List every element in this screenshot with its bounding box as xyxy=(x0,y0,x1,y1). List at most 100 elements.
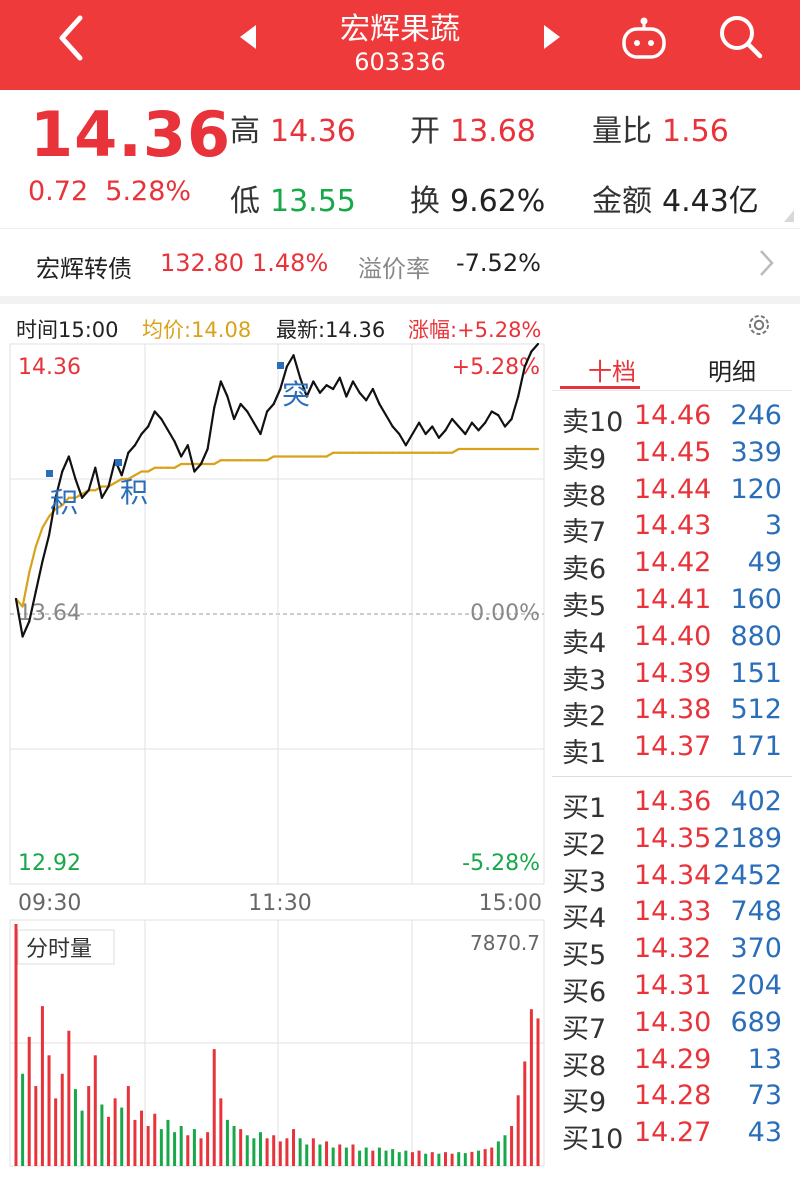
volume-title: 分时量 xyxy=(26,937,92,962)
volume-ratio-value: 1.56 xyxy=(662,114,729,149)
volume-bar xyxy=(166,1119,170,1166)
price-line-segment xyxy=(371,387,381,406)
bid-row[interactable]: 买1 14.36 402 xyxy=(552,786,792,824)
volume-bar xyxy=(133,1119,137,1166)
bid-row[interactable]: 买9 14.28 73 xyxy=(552,1080,792,1118)
ask-row[interactable]: 卖2 14.38 512 xyxy=(552,694,792,732)
bid-level-label: 买6 xyxy=(562,977,607,1008)
price-line-segment xyxy=(133,432,143,447)
bid-level-label: 买8 xyxy=(562,1050,607,1082)
price-line-segment xyxy=(338,376,348,398)
bond-pct: 1.48% xyxy=(252,249,329,277)
volume-bar xyxy=(140,1110,144,1166)
ask-level-label: 卖9 xyxy=(562,443,607,475)
chevron-right-icon[interactable] xyxy=(756,247,776,285)
avg-line-segment xyxy=(28,545,37,574)
ask-volume: 3 xyxy=(764,510,782,542)
price-line-segment xyxy=(332,376,341,391)
price-line-segment xyxy=(80,489,90,499)
ask-row[interactable]: 卖5 14.41 160 xyxy=(552,584,792,622)
bid-volume: 370 xyxy=(730,933,782,965)
price-line-segment xyxy=(213,380,222,409)
tab-ten-levels[interactable]: 十档 xyxy=(588,358,636,386)
bid-row[interactable]: 买8 14.29 13 xyxy=(552,1044,792,1082)
price-line-segment xyxy=(120,451,130,477)
volume-bar xyxy=(27,1036,31,1166)
price-line-segment xyxy=(292,354,302,379)
avg-line-segment xyxy=(41,515,51,529)
high-item: 高 14.36 xyxy=(230,106,356,150)
pattern-markers: 积 积 突 xyxy=(46,362,310,519)
back-icon[interactable] xyxy=(52,12,92,64)
ask-row[interactable]: 卖3 14.39 151 xyxy=(552,658,792,696)
tab-details[interactable]: 明细 xyxy=(708,358,756,386)
convertible-bond-row[interactable]: 宏辉转债 132.80 1.48% 溢价率 -7.52% xyxy=(0,228,800,297)
avg-line-segment xyxy=(265,455,275,462)
ask-row[interactable]: 卖8 14.44 120 xyxy=(552,474,792,512)
bid-price: 14.36 xyxy=(634,786,712,817)
volume-bar xyxy=(126,1086,130,1166)
x-label-start: 09:30 xyxy=(18,891,81,916)
ask-row[interactable]: 卖7 14.43 3 xyxy=(552,510,792,548)
price-line-segment xyxy=(325,384,335,391)
volume-bar xyxy=(40,1006,44,1166)
bid-row[interactable]: 买7 14.30 689 xyxy=(552,1007,792,1045)
avg-line-segment xyxy=(451,447,460,454)
prev-stock-icon[interactable] xyxy=(234,22,262,52)
price-line-segment xyxy=(100,485,110,499)
price-line-segment xyxy=(239,402,249,413)
ask-volume: 171 xyxy=(730,731,782,763)
marker-ji-2: 积 xyxy=(120,476,148,509)
bid-row[interactable]: 买2 14.35 2189 xyxy=(552,823,792,861)
bid-row[interactable]: 买6 14.31 204 xyxy=(552,970,792,1008)
next-stock-icon[interactable] xyxy=(538,22,566,52)
bid-level-label: 买5 xyxy=(562,940,607,972)
volume-bar xyxy=(344,1147,348,1166)
turnover-item: 换 9.62% xyxy=(410,176,545,220)
price-line-segment xyxy=(358,391,368,402)
volume-bar xyxy=(153,1113,157,1166)
ask-row[interactable]: 卖1 14.37 171 xyxy=(552,731,792,769)
price-line-segment xyxy=(21,620,31,638)
low-label: 低 xyxy=(230,184,260,219)
high-label: 高 xyxy=(230,114,260,149)
ask-row[interactable]: 卖10 14.46 246 xyxy=(552,400,792,438)
settings-icon[interactable] xyxy=(744,310,774,345)
price-line-segment xyxy=(47,496,57,537)
bid-price: 14.27 xyxy=(634,1117,712,1149)
price-line-segment xyxy=(74,477,84,499)
bid-row[interactable]: 买4 14.33 748 xyxy=(552,896,792,934)
volume-bar xyxy=(318,1144,322,1166)
bid-row[interactable]: 买10 14.27 43 xyxy=(552,1117,792,1155)
bid-row[interactable]: 买5 14.32 370 xyxy=(552,933,792,972)
intraday-chart[interactable]: 14.36 +5.28% 13.64 0.00% 12.92 -5.28% 09… xyxy=(0,340,552,1170)
price-line-segment xyxy=(252,421,262,436)
volume-bar xyxy=(159,1129,163,1166)
ask-row[interactable]: 卖6 14.42 49 xyxy=(552,547,792,585)
bid-row[interactable]: 买3 14.34 2452 xyxy=(552,859,792,898)
price-line-segment xyxy=(285,354,295,368)
y-pct-mid: 0.00% xyxy=(470,601,540,626)
bid-volume: 2452 xyxy=(713,859,782,891)
ask-row[interactable]: 卖9 14.45 339 xyxy=(552,436,792,475)
price-line-segment xyxy=(411,421,421,436)
robot-icon[interactable] xyxy=(618,14,670,62)
volume-bar xyxy=(265,1138,269,1166)
chart-legend: 时间15:00 均价:14.08 最新:14.36 涨幅:+5.28% xyxy=(0,304,800,344)
price-line-segment xyxy=(54,470,64,499)
ask-volume: 246 xyxy=(730,400,782,431)
price-line-segment xyxy=(424,425,434,436)
price-line-segment xyxy=(484,410,493,424)
price-line-segment xyxy=(378,402,388,417)
volume-bar xyxy=(212,1049,216,1166)
ask-price: 14.45 xyxy=(634,436,712,468)
price-line-segment xyxy=(497,414,507,428)
price-line-segment xyxy=(503,417,513,428)
volume-bar xyxy=(146,1126,150,1166)
y-label-top: 14.36 xyxy=(18,355,81,380)
volume-bar xyxy=(179,1126,183,1166)
ask-row[interactable]: 卖4 14.40 880 xyxy=(552,621,792,659)
search-icon[interactable] xyxy=(716,12,764,62)
price-line-segment xyxy=(107,459,117,488)
